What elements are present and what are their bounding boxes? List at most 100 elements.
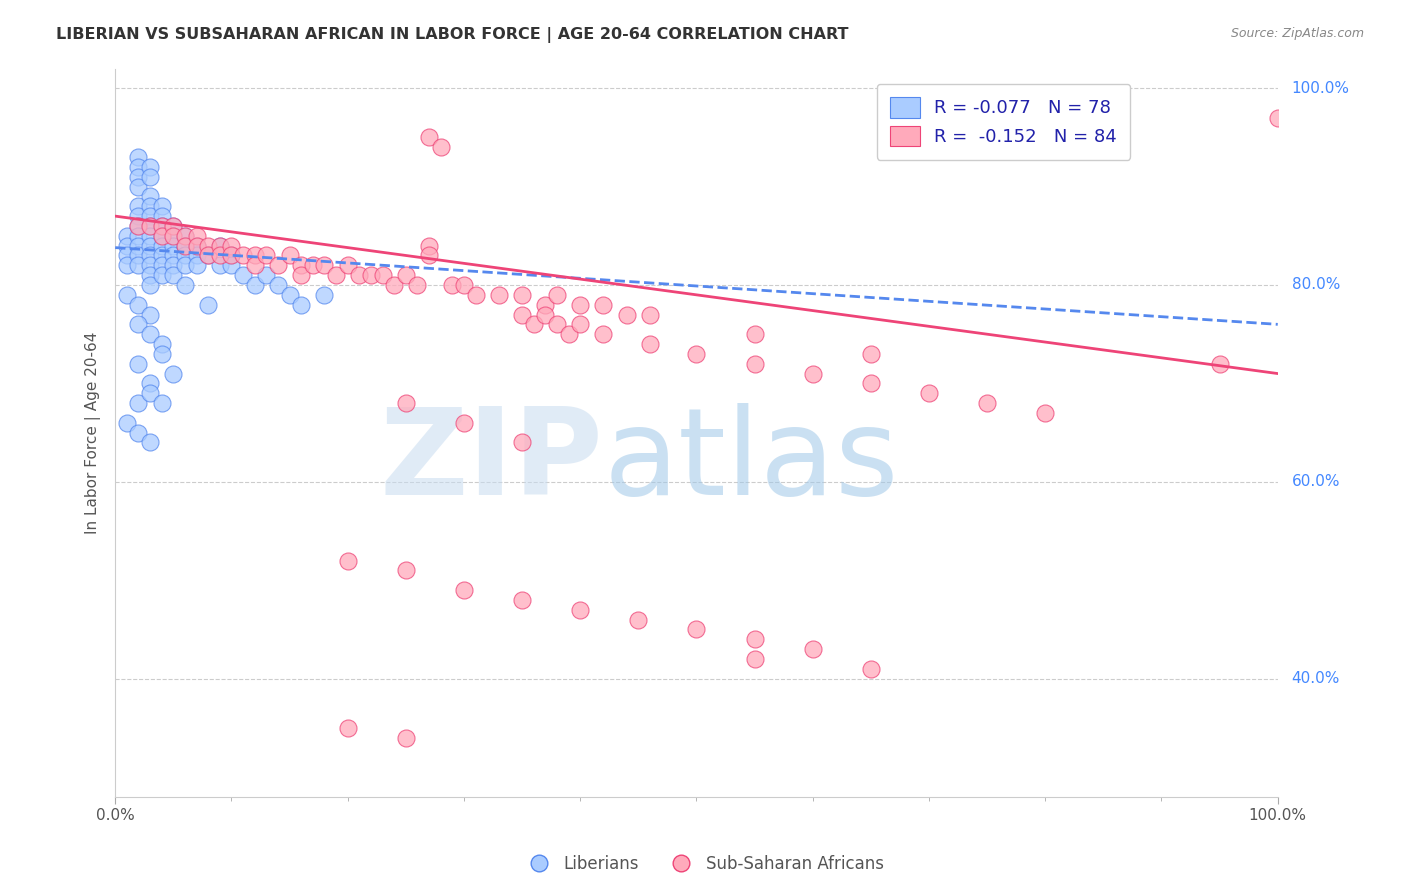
Point xyxy=(127,219,149,233)
Point xyxy=(395,563,418,577)
Point xyxy=(395,268,418,282)
Point xyxy=(278,288,301,302)
Point xyxy=(115,258,138,272)
Point xyxy=(139,169,162,184)
Point xyxy=(290,258,312,272)
Point xyxy=(859,662,882,676)
Point xyxy=(174,238,197,252)
Point xyxy=(336,258,359,272)
Point xyxy=(127,199,149,213)
Point xyxy=(336,553,359,567)
Text: ZIP: ZIP xyxy=(380,403,603,520)
Point xyxy=(744,632,766,647)
Legend: R = -0.077   N = 78, R =  -0.152   N = 84: R = -0.077 N = 78, R = -0.152 N = 84 xyxy=(877,84,1130,160)
Point xyxy=(395,731,418,745)
Point xyxy=(290,298,312,312)
Point xyxy=(174,228,197,243)
Point xyxy=(232,268,254,282)
Point xyxy=(418,248,440,262)
Point xyxy=(150,228,173,243)
Point xyxy=(150,337,173,351)
Point xyxy=(208,248,231,262)
Point xyxy=(150,268,173,282)
Point xyxy=(801,642,824,657)
Point xyxy=(441,278,464,293)
Point xyxy=(267,258,290,272)
Point xyxy=(859,347,882,361)
Point xyxy=(174,228,197,243)
Point xyxy=(139,219,162,233)
Point xyxy=(510,308,533,322)
Point xyxy=(208,238,231,252)
Point xyxy=(197,238,219,252)
Point xyxy=(139,199,162,213)
Point xyxy=(278,248,301,262)
Point xyxy=(221,248,243,262)
Point xyxy=(616,308,638,322)
Point xyxy=(139,435,162,450)
Point xyxy=(127,219,149,233)
Point xyxy=(254,268,277,282)
Point xyxy=(243,278,266,293)
Point xyxy=(115,248,138,262)
Point xyxy=(418,130,440,145)
Point xyxy=(453,416,475,430)
Point xyxy=(336,721,359,735)
Point xyxy=(534,298,557,312)
Point xyxy=(406,278,429,293)
Point xyxy=(162,258,184,272)
Point xyxy=(127,258,149,272)
Point xyxy=(162,219,184,233)
Point xyxy=(221,248,243,262)
Point xyxy=(127,169,149,184)
Point xyxy=(150,248,173,262)
Point xyxy=(150,258,173,272)
Point xyxy=(174,238,197,252)
Point xyxy=(1267,111,1289,125)
Point xyxy=(267,278,290,293)
Point xyxy=(197,248,219,262)
Point xyxy=(371,268,394,282)
Point xyxy=(232,248,254,262)
Point xyxy=(127,209,149,223)
Point xyxy=(638,308,661,322)
Point xyxy=(744,652,766,666)
Point xyxy=(569,298,592,312)
Point xyxy=(534,308,557,322)
Point xyxy=(314,258,336,272)
Point xyxy=(162,367,184,381)
Point xyxy=(186,258,208,272)
Point xyxy=(243,258,266,272)
Y-axis label: In Labor Force | Age 20-64: In Labor Force | Age 20-64 xyxy=(86,332,101,533)
Point xyxy=(360,268,382,282)
Point xyxy=(127,425,149,440)
Point xyxy=(162,248,184,262)
Point xyxy=(429,140,451,154)
Point xyxy=(349,268,371,282)
Point xyxy=(139,308,162,322)
Point xyxy=(139,268,162,282)
Point xyxy=(162,228,184,243)
Point xyxy=(127,160,149,174)
Point xyxy=(325,268,347,282)
Point xyxy=(569,603,592,617)
Point xyxy=(382,278,405,293)
Point xyxy=(139,376,162,391)
Point xyxy=(150,238,173,252)
Text: LIBERIAN VS SUBSAHARAN AFRICAN IN LABOR FORCE | AGE 20-64 CORRELATION CHART: LIBERIAN VS SUBSAHARAN AFRICAN IN LABOR … xyxy=(56,27,849,43)
Point xyxy=(418,238,440,252)
Point xyxy=(523,318,546,332)
Point xyxy=(186,228,208,243)
Point xyxy=(510,593,533,607)
Text: 40.0%: 40.0% xyxy=(1292,671,1340,686)
Point xyxy=(186,238,208,252)
Point xyxy=(139,228,162,243)
Point xyxy=(744,357,766,371)
Point xyxy=(127,238,149,252)
Point xyxy=(186,248,208,262)
Point xyxy=(546,288,568,302)
Text: 80.0%: 80.0% xyxy=(1292,277,1340,293)
Point xyxy=(127,298,149,312)
Point xyxy=(290,268,312,282)
Point xyxy=(139,219,162,233)
